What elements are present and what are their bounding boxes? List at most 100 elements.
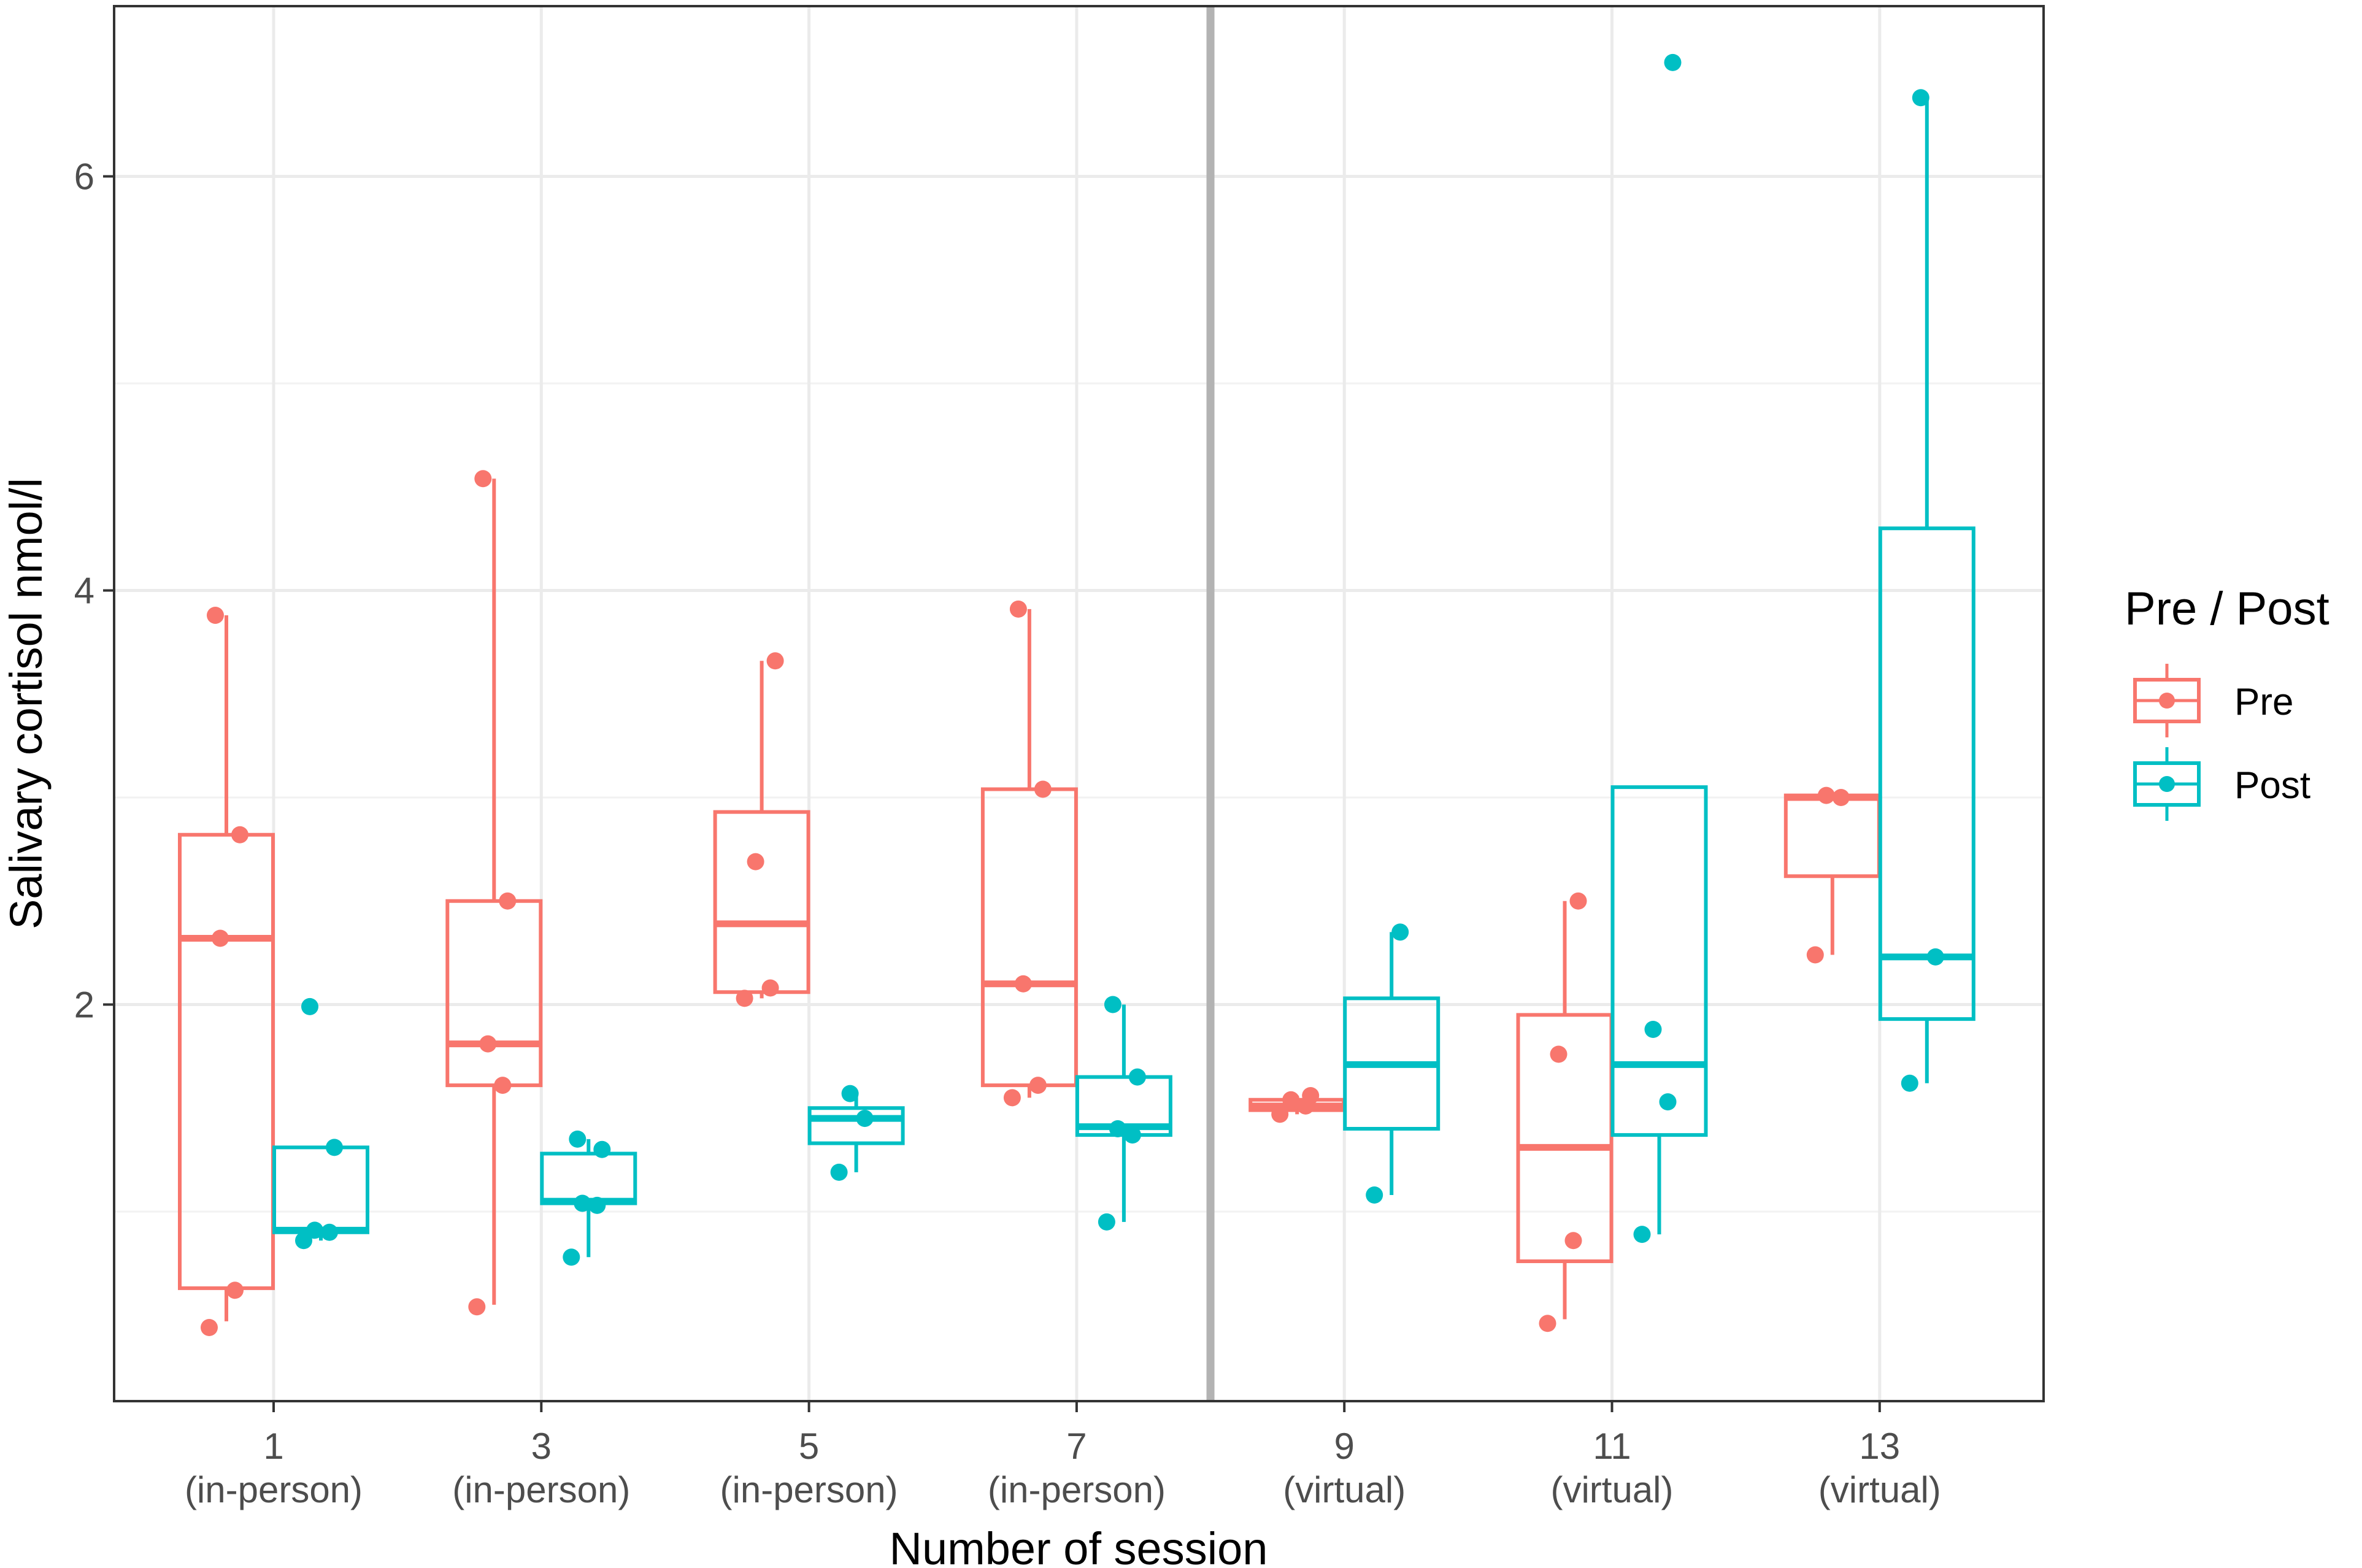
point-layer xyxy=(201,53,1944,1336)
box-iqr xyxy=(713,810,810,994)
legend-key-post xyxy=(2133,747,2201,821)
point-pre xyxy=(1569,892,1587,910)
point-post xyxy=(1109,1120,1126,1137)
point-post xyxy=(588,1196,606,1214)
box-pre-session-3 xyxy=(445,478,543,1305)
box-pre-session-7 xyxy=(980,609,1078,1098)
point-pre xyxy=(474,470,492,488)
point-post xyxy=(1912,89,1929,107)
axis-layer: 2461(in-person)3(in-person)5(in-person)7… xyxy=(74,156,1941,1511)
point-post xyxy=(321,1223,338,1241)
point-pre xyxy=(1009,600,1027,618)
point-pre xyxy=(1832,789,1850,806)
point-post xyxy=(1128,1068,1146,1086)
legend-label-pre: Pre xyxy=(2234,681,2293,723)
x-tick-label-session: 13 xyxy=(1859,1426,1900,1467)
panel-border xyxy=(113,5,2045,1402)
box-iqr xyxy=(178,832,275,1290)
legend-point xyxy=(2159,776,2175,792)
point-post xyxy=(1098,1213,1115,1231)
point-post xyxy=(306,1221,323,1239)
x-tick-label-session: 11 xyxy=(1593,1426,1631,1467)
point-post xyxy=(1644,1021,1662,1038)
point-pre xyxy=(226,1282,244,1299)
point-pre xyxy=(231,826,248,844)
box-iqr xyxy=(1610,785,1708,1137)
point-post xyxy=(1391,923,1409,941)
point-pre xyxy=(1003,1089,1021,1107)
x-axis-title: Number of session xyxy=(890,1523,1268,1568)
point-post xyxy=(1659,1093,1677,1111)
x-tick-label-mode: (in-person) xyxy=(185,1469,363,1510)
point-pre xyxy=(1029,1077,1047,1094)
point-pre xyxy=(1817,786,1835,804)
point-pre xyxy=(1034,780,1052,798)
x-tick-label-mode: (in-person) xyxy=(720,1469,898,1510)
x-tick-label-mode: (virtual) xyxy=(1818,1469,1941,1510)
point-pre xyxy=(1806,946,1824,964)
point-post xyxy=(569,1130,587,1148)
box-post-session-11 xyxy=(1610,785,1708,1235)
point-pre xyxy=(766,652,784,670)
x-tick-label-mode: (in-person) xyxy=(452,1469,630,1510)
point-post xyxy=(574,1194,591,1212)
point-post xyxy=(1123,1126,1141,1144)
box-iqr xyxy=(1878,526,1975,1021)
point-pre xyxy=(761,979,779,997)
x-tick-label-session: 3 xyxy=(531,1426,552,1467)
point-pre xyxy=(1550,1045,1568,1063)
box-iqr xyxy=(1783,793,1881,878)
point-pre xyxy=(1014,975,1032,993)
point-post xyxy=(856,1110,874,1128)
point-pre xyxy=(1271,1105,1289,1123)
legend-title: Pre / Post xyxy=(2125,583,2329,635)
legend-key-pre xyxy=(2133,664,2201,737)
point-post xyxy=(295,1232,312,1250)
box-iqr xyxy=(980,787,1078,1088)
point-pre xyxy=(207,607,224,624)
x-tick-label-session: 5 xyxy=(799,1426,819,1467)
point-post xyxy=(830,1163,848,1181)
legend: Pre / Post Pre Post xyxy=(2125,583,2329,821)
box-iqr xyxy=(272,1145,369,1234)
legend-point xyxy=(2159,693,2175,709)
point-pre xyxy=(1302,1087,1320,1104)
box-pre-session-5 xyxy=(713,661,810,999)
box-iqr xyxy=(807,1106,905,1145)
grid-lines xyxy=(114,6,2044,1401)
box-post-session-7 xyxy=(1075,1004,1172,1222)
point-post xyxy=(1901,1074,1918,1092)
point-pre xyxy=(468,1298,486,1316)
point-post xyxy=(563,1248,580,1266)
x-tick-label-mode: (virtual) xyxy=(1283,1469,1406,1510)
legend-label-post: Post xyxy=(2234,764,2310,807)
point-post xyxy=(1926,948,1944,966)
box-iqr xyxy=(445,899,543,1088)
point-post xyxy=(593,1140,611,1158)
point-post xyxy=(1664,53,1682,71)
point-pre xyxy=(212,929,229,947)
point-pre xyxy=(1564,1232,1582,1250)
x-tick-label-mode: (in-person) xyxy=(988,1469,1166,1510)
point-pre xyxy=(479,1035,497,1053)
point-pre xyxy=(201,1319,218,1336)
y-tick-label: 6 xyxy=(74,156,94,198)
box-pre-session-1 xyxy=(178,615,275,1321)
x-tick-label-session: 9 xyxy=(1334,1426,1355,1467)
box-pre-session-11 xyxy=(1516,901,1614,1320)
box-iqr xyxy=(1516,1013,1614,1263)
box-post-session-5 xyxy=(807,1093,905,1172)
x-tick-label-mode: (virtual) xyxy=(1550,1469,1673,1510)
point-pre xyxy=(1282,1091,1300,1109)
box-iqr xyxy=(540,1151,637,1205)
box-pre-session-13 xyxy=(1783,793,1881,955)
box-post-session-9 xyxy=(1343,932,1441,1195)
point-post xyxy=(841,1085,859,1102)
point-post xyxy=(301,997,318,1015)
point-post xyxy=(326,1139,343,1156)
y-tick-label: 4 xyxy=(74,571,94,612)
point-post xyxy=(1104,996,1121,1013)
point-pre xyxy=(736,990,753,1007)
point-pre xyxy=(747,853,764,870)
